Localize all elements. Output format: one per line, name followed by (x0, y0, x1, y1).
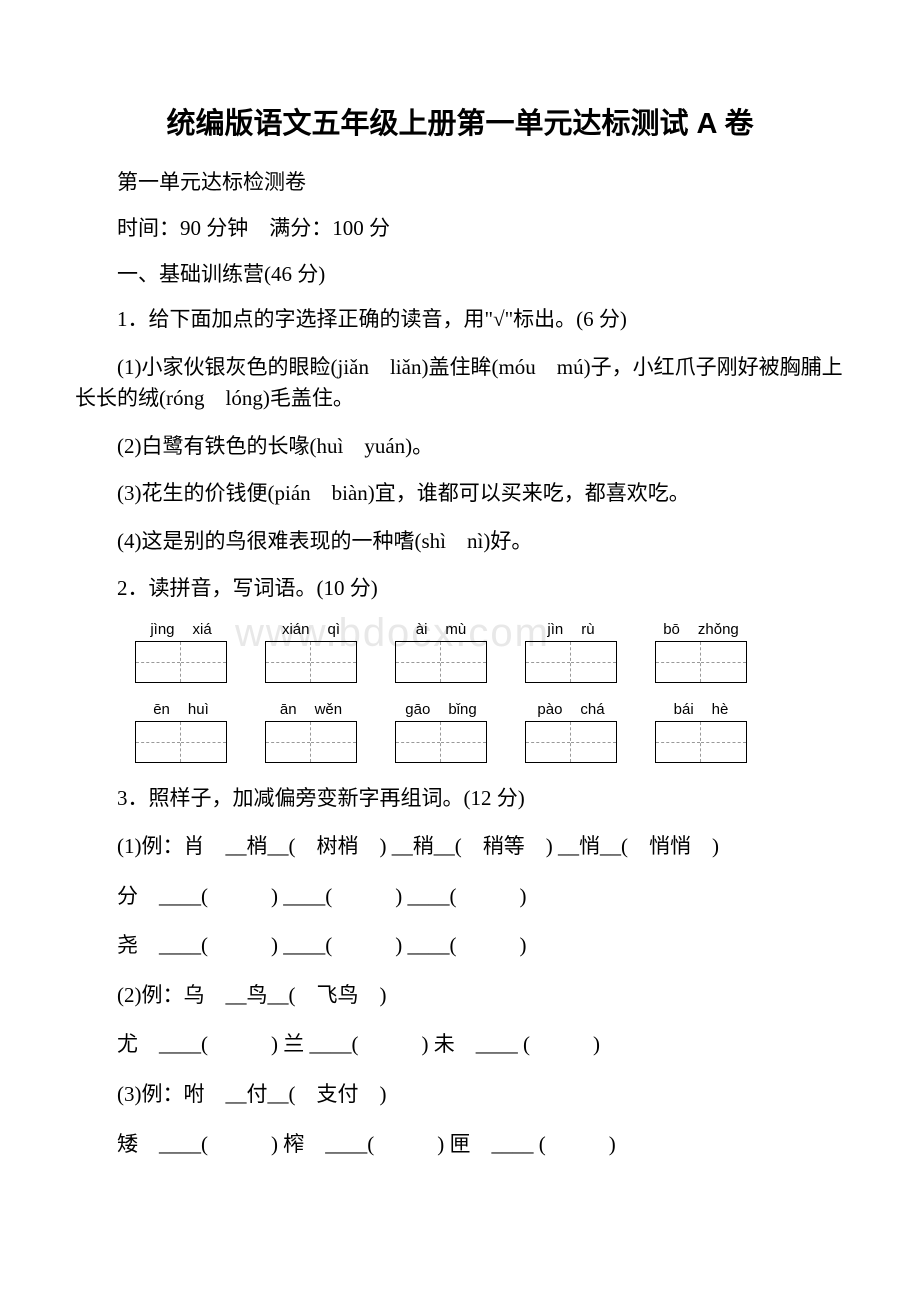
q3-line1a: 分 ____( ) ____( ) ____( ) (75, 880, 845, 914)
pinyin-box: gāo bǐng (395, 701, 487, 763)
pinyin-label: chá (580, 701, 604, 718)
pinyin-label: rù (581, 621, 594, 638)
grid-box[interactable] (525, 721, 617, 763)
pinyin-label: bái (674, 701, 694, 718)
q3-text: 3．照样子，加减偏旁变新字再组词。(12 分) (75, 783, 845, 815)
pinyin-label: bō (663, 621, 680, 638)
pinyin-box: xián qì (265, 621, 357, 683)
pinyin-label: ēn (153, 701, 170, 718)
q1-item-4: (4)这是别的鸟很难表现的一种嗜(shì nì)好。 (75, 526, 845, 558)
pinyin-box: ēn huì (135, 701, 227, 763)
pinyin-box: bō zhǒng (655, 621, 747, 683)
grid-box[interactable] (395, 721, 487, 763)
q1-text: 1．给下面加点的字选择正确的读音，用"√"标出。(6 分) (75, 304, 845, 336)
q3-line1b: 尧 ____( ) ____( ) ____( ) (75, 929, 845, 963)
pinyin-row-1: jìng xiá xián qì ài mù (135, 621, 845, 683)
pinyin-box: pào chá (525, 701, 617, 763)
grid-box[interactable] (525, 641, 617, 683)
pinyin-label: xián (282, 621, 310, 638)
q1-item-3: (3)花生的价钱便(pián biàn)宜，谁都可以买来吃，都喜欢吃。 (75, 478, 845, 510)
q3-example1: (1)例：肖 __梢__( 树梢 ) __稍__( 稍等 ) __悄__( 悄悄… (75, 830, 845, 864)
pinyin-box: ān wěn (265, 701, 357, 763)
grid-box[interactable] (265, 641, 357, 683)
pinyin-label: xiá (193, 621, 212, 638)
q1-item-1: (1)小家伙银灰色的眼睑(jiǎn liǎn)盖住眸(móu mú)子，小红爪子… (75, 352, 845, 415)
grid-box[interactable] (655, 721, 747, 763)
q2-text: 2．读拼音，写词语。(10 分) (75, 573, 845, 605)
grid-box[interactable] (135, 721, 227, 763)
grid-box[interactable] (135, 641, 227, 683)
grid-box[interactable] (655, 641, 747, 683)
q3-example2: (2)例：乌 __鸟__( 飞鸟 ) (75, 979, 845, 1013)
grid-box[interactable] (395, 641, 487, 683)
q3-example3: (3)例：咐 __付__( 支付 ) (75, 1078, 845, 1112)
pinyin-box: ài mù (395, 621, 487, 683)
pinyin-label: bǐng (448, 701, 476, 718)
pinyin-row-2: ēn huì ān wěn gāo bǐng (135, 701, 845, 763)
subtitle: 第一单元达标检测卷 (75, 166, 845, 196)
page-title: 统编版语文五年级上册第一单元达标测试 A 卷 (75, 100, 845, 142)
pinyin-label: jìn (547, 621, 563, 638)
q3-line2a: 尤 ____( ) 兰 ____( ) 未 ____ ( ) (75, 1028, 845, 1062)
pinyin-label: mù (445, 621, 466, 638)
pinyin-label: ài (416, 621, 428, 638)
pinyin-label: ān (280, 701, 297, 718)
pinyin-box: jìng xiá (135, 621, 227, 683)
pinyin-grid-container: www.bdocx.com jìng xiá xián qì (135, 621, 845, 763)
pinyin-label: pào (537, 701, 562, 718)
pinyin-label: jìng (150, 621, 174, 638)
section1-header: 一、基础训练营(46 分) (75, 258, 845, 288)
pinyin-label: hè (712, 701, 729, 718)
pinyin-label: gāo (405, 701, 430, 718)
pinyin-label: qì (328, 621, 341, 638)
q1-item-2: (2)白鹭有铁色的长喙(huì yuán)。 (75, 431, 845, 463)
q3-line3a: 矮 ____( ) 榨 ____( ) 匣 ____ ( ) (75, 1128, 845, 1162)
pinyin-box: bái hè (655, 701, 747, 763)
pinyin-label: huì (188, 701, 209, 718)
grid-box[interactable] (265, 721, 357, 763)
pinyin-label: zhǒng (698, 621, 739, 638)
pinyin-label: wěn (315, 701, 343, 718)
time-info: 时间：90 分钟 满分：100 分 (75, 212, 845, 242)
pinyin-box: jìn rù (525, 621, 617, 683)
